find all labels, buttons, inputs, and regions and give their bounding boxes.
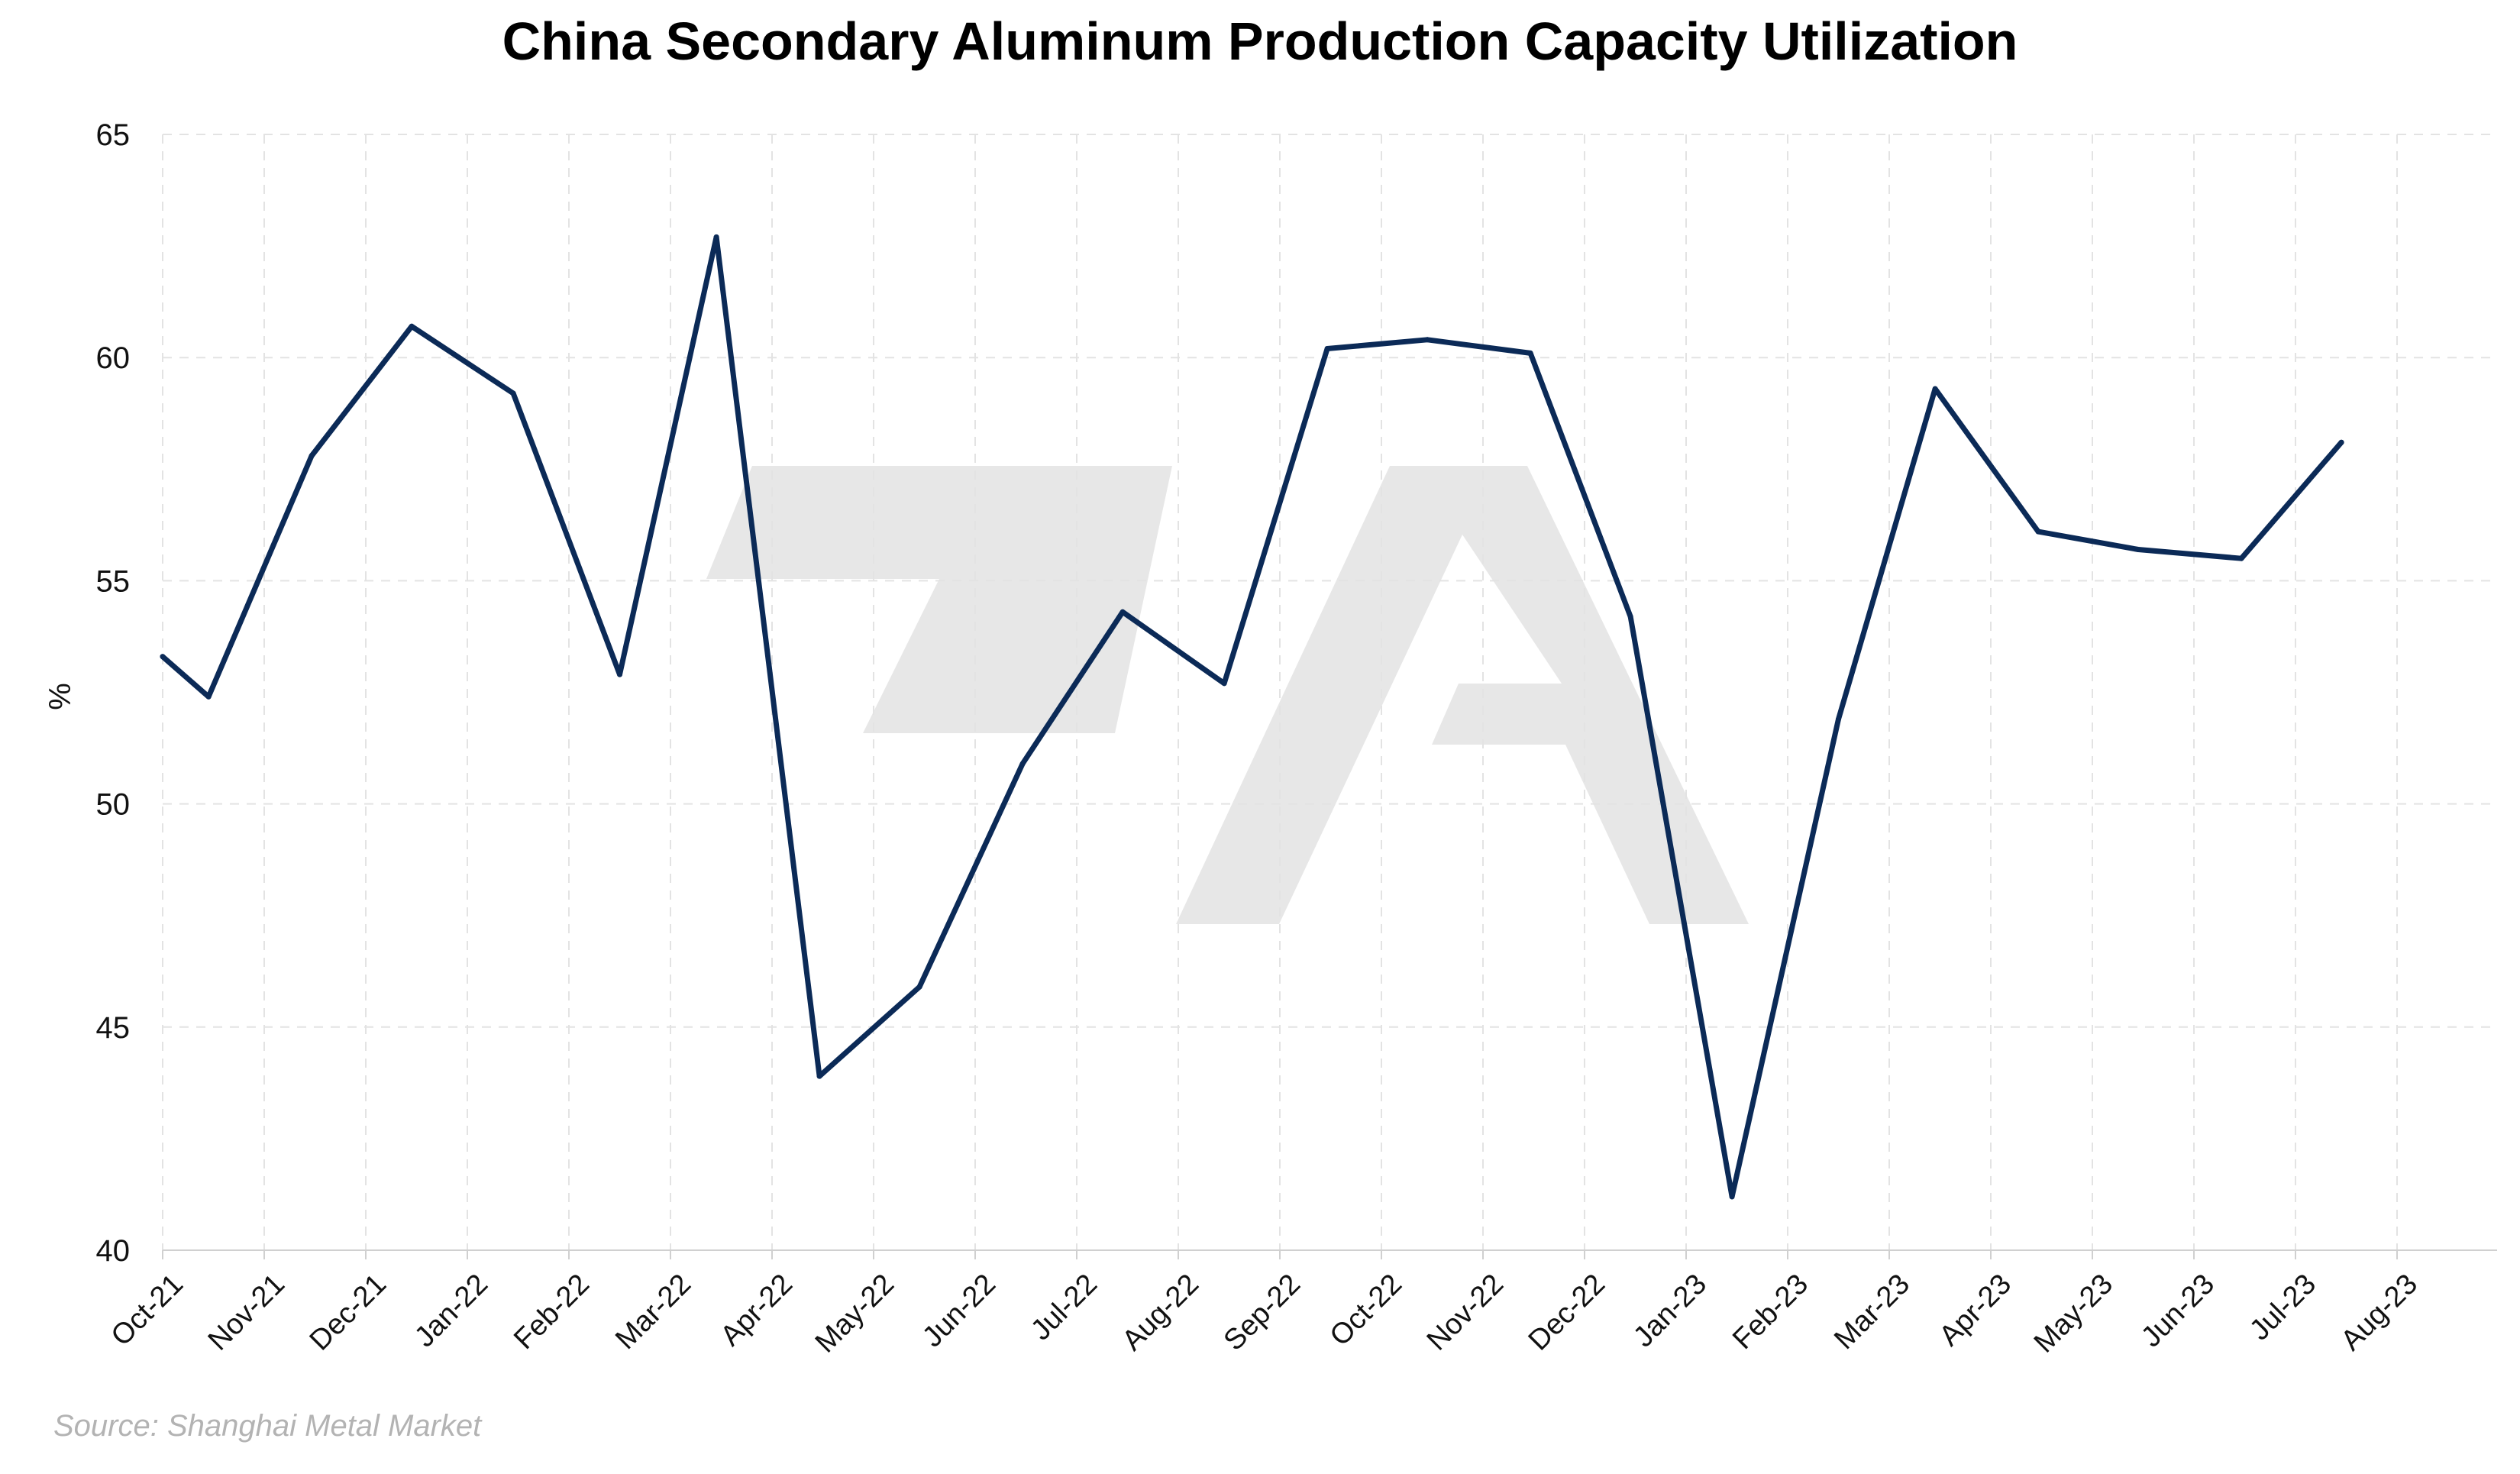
data-point — [160, 654, 166, 660]
data-point — [309, 453, 315, 459]
y-tick-label: 45 — [96, 1011, 131, 1045]
data-point — [916, 984, 922, 990]
data-point — [713, 234, 719, 240]
axes — [162, 1249, 2497, 1259]
y-tick-label: 55 — [96, 564, 131, 598]
data-point — [2338, 439, 2344, 445]
y-tick-label: 65 — [96, 118, 131, 152]
x-tick-label: Feb-23 — [1727, 1268, 1814, 1356]
data-point — [510, 390, 516, 396]
gridlines — [162, 134, 2497, 1250]
x-tick-label: Mar-22 — [609, 1268, 697, 1356]
x-tick-label: Aug-23 — [2335, 1268, 2424, 1356]
data-point — [1729, 1194, 1735, 1200]
x-tick-label: Jan-23 — [1627, 1268, 1713, 1353]
data-point — [409, 323, 415, 329]
series-group — [160, 234, 2344, 1200]
data-point — [205, 693, 212, 700]
data-point — [1324, 346, 1330, 351]
data-point — [1932, 386, 1938, 392]
data-point — [2238, 555, 2244, 561]
data-point — [617, 671, 622, 677]
data-point — [816, 1073, 822, 1079]
data-point — [2135, 547, 2141, 552]
x-tick-label: Dec-21 — [304, 1268, 393, 1356]
x-tick-label: Oct-22 — [1324, 1268, 1408, 1352]
watermark-z-shape — [706, 466, 1172, 733]
za-logo-watermark-icon — [706, 466, 1749, 924]
y-tick-label: 40 — [96, 1234, 131, 1268]
data-point — [1424, 337, 1430, 343]
data-point — [2035, 529, 2041, 535]
x-tick-label: Feb-22 — [508, 1268, 596, 1356]
series-line — [160, 234, 2344, 1200]
x-tick-label: Dec-22 — [1523, 1268, 1611, 1356]
x-tick-label: Sep-22 — [1218, 1268, 1307, 1356]
y-tick-labels: 40 45 50 55 60 65 — [96, 118, 131, 1268]
x-tick-label: Jul-22 — [1025, 1268, 1103, 1346]
x-tick-label: Nov-22 — [1421, 1268, 1510, 1356]
x-tick-label: Apr-22 — [715, 1268, 799, 1352]
y-tick-label: 60 — [96, 341, 131, 375]
data-point — [1527, 350, 1533, 356]
x-tick-label: Jun-23 — [2135, 1268, 2221, 1353]
x-tick-label: Jul-23 — [2244, 1268, 2322, 1346]
data-point — [1221, 680, 1227, 687]
y-axis-label: % — [44, 683, 77, 710]
y-tick-label: 50 — [96, 788, 131, 822]
x-tick-label: Jan-22 — [409, 1268, 494, 1353]
x-tick-label: Jun-22 — [916, 1268, 1002, 1353]
x-tick-label: May-22 — [809, 1268, 900, 1359]
chart-title: China Secondary Aluminum Production Capa… — [502, 11, 2018, 71]
x-tick-label: Apr-23 — [1934, 1268, 2018, 1352]
x-tick-label: May-23 — [2028, 1268, 2119, 1359]
source-note: Source: Shanghai Metal Market — [53, 1409, 483, 1443]
x-tick-label: Aug-22 — [1116, 1268, 1205, 1356]
watermark-a-shape — [1176, 466, 1749, 924]
data-point — [1019, 761, 1026, 767]
x-tick-label: Oct-21 — [105, 1268, 189, 1352]
x-tick-label: Mar-23 — [1828, 1268, 1916, 1356]
x-tick-label: Nov-21 — [202, 1268, 291, 1356]
data-point — [1836, 716, 1841, 722]
data-point — [1627, 613, 1633, 619]
data-point — [1119, 609, 1126, 615]
x-tick-labels: Oct-21 Nov-21 Dec-21 Jan-22 Feb-22 Mar-22 Apr-… — [105, 1268, 2424, 1359]
